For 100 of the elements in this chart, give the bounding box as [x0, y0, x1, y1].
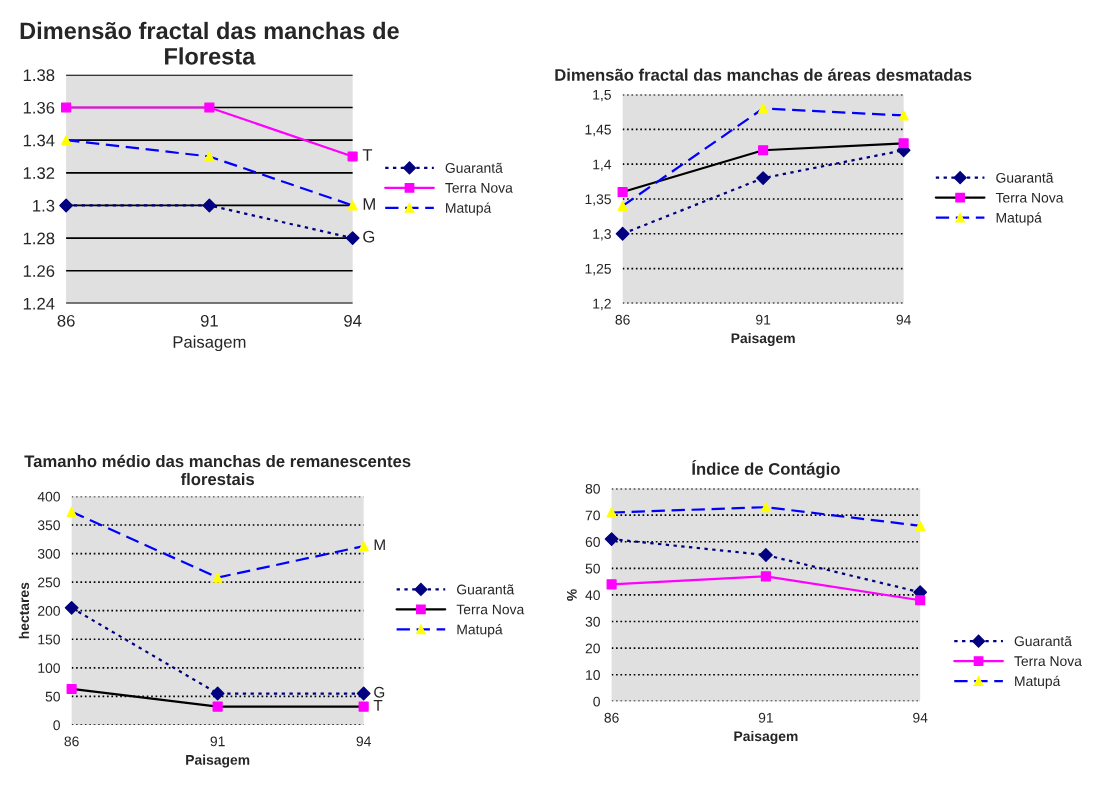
y-tick-label: 20 — [585, 643, 600, 654]
annotation: G — [363, 230, 375, 243]
y-tick-label: 40 — [585, 590, 600, 601]
point — [66, 506, 77, 517]
point — [356, 686, 371, 701]
legend-label: Guarantã — [445, 162, 503, 173]
y-tick-label: 70 — [585, 510, 600, 521]
y-tick-label: 0 — [53, 720, 60, 731]
point — [210, 686, 225, 701]
legend-label: Guarantã — [457, 584, 515, 595]
point — [606, 579, 617, 590]
y-tick-label: 250 — [38, 577, 60, 588]
point — [64, 600, 79, 615]
y-axis-title: % — [566, 589, 577, 601]
point — [758, 103, 769, 114]
annotation: G — [374, 686, 385, 698]
chart-title: Dimensão fractal das manchas de áreas desmatadas — [555, 68, 972, 81]
y-tick-label: 1,35 — [585, 194, 611, 206]
x-tick-label: 94 — [913, 712, 928, 723]
y-tick-label: 1,4 — [593, 159, 612, 171]
point — [758, 145, 769, 156]
point — [756, 171, 771, 185]
point — [358, 541, 369, 552]
point — [898, 138, 909, 149]
y-tick-label: 10 — [586, 670, 600, 680]
y-tick-label: 1.36 — [23, 101, 55, 114]
y-tick-label: 100 — [38, 663, 60, 673]
point — [61, 102, 72, 113]
y-tick-label: 80 — [585, 483, 600, 494]
y-tick-label: 1.26 — [23, 265, 55, 277]
point — [61, 135, 72, 146]
point — [347, 200, 358, 211]
point — [758, 548, 773, 562]
point — [59, 198, 74, 213]
legend-label: Terra Nova — [456, 604, 525, 615]
x-tick-label: 94 — [356, 736, 371, 747]
y-tick-label: 1,45 — [585, 124, 611, 137]
y-tick-label: 1,2 — [593, 298, 611, 311]
legend-label: Guarantã — [1014, 636, 1072, 647]
y-tick-label: 30 — [585, 616, 600, 627]
y-tick-label: 1.38 — [23, 69, 55, 82]
point — [617, 200, 628, 212]
x-tick-label: 86 — [64, 736, 79, 747]
x-tick-label: 91 — [200, 314, 218, 327]
x-tick-label: 91 — [758, 712, 773, 723]
y-tick-label: 350 — [37, 520, 60, 531]
y-tick-label: 300 — [37, 548, 60, 559]
legend-label: Guarantã — [996, 172, 1054, 183]
point — [760, 502, 771, 513]
x-tick-label: 91 — [210, 736, 225, 747]
annotation: M — [363, 198, 375, 210]
legend-label: Terra Nova — [1014, 656, 1082, 667]
chart-title: Índice de Contágio — [692, 459, 840, 479]
legend-label: Terra Nova — [995, 192, 1064, 203]
point — [66, 683, 77, 695]
legend-label: Matupá — [446, 202, 492, 216]
y-tick-label: 0 — [593, 696, 600, 707]
y-tick-label: 50 — [45, 691, 60, 702]
point — [212, 572, 223, 583]
legend-label: Matupá — [457, 624, 503, 638]
chart-title: Dimensão fractal das manchas de Floresta — [20, 21, 399, 65]
y-tick-label: 200 — [38, 606, 60, 616]
y-tick-label: 400 — [37, 491, 60, 502]
x-axis-title: Paisagem — [734, 730, 798, 744]
legend-label: Terra Nova — [445, 183, 513, 193]
point — [915, 520, 926, 531]
point — [615, 226, 630, 241]
point — [898, 110, 909, 121]
x-axis-title: Paisagem — [173, 335, 246, 352]
point — [204, 102, 215, 113]
point — [604, 532, 619, 546]
legend-label: Matupá — [996, 212, 1042, 226]
y-tick-label: 1.24 — [23, 297, 55, 310]
y-tick-label: 1,5 — [593, 90, 611, 102]
y-axis-title: hectares — [18, 582, 30, 639]
point — [345, 231, 360, 245]
point — [202, 198, 217, 213]
x-tick-label: 91 — [756, 314, 771, 325]
y-tick-label: 1,3 — [593, 229, 611, 241]
x-tick-label: 86 — [615, 314, 630, 325]
annotation: T — [373, 700, 383, 711]
y-tick-label: 1.34 — [23, 134, 55, 147]
chart-title: Tamanho médio das manchas de remanescentes florestais — [24, 454, 411, 486]
y-tick-label: 150 — [38, 634, 60, 645]
x-tick-label: 86 — [604, 712, 619, 723]
annotation: T — [362, 149, 373, 161]
point — [606, 507, 617, 518]
y-tick-label: 1,25 — [585, 263, 611, 276]
x-axis-title: Paisagem — [731, 332, 795, 346]
x-tick-label: 94 — [344, 314, 362, 327]
y-tick-label: 60 — [585, 537, 600, 547]
point — [204, 151, 215, 162]
point — [617, 186, 628, 198]
y-tick-label: 1.3 — [33, 199, 55, 212]
point — [212, 701, 223, 712]
annotation: M — [374, 539, 385, 551]
y-tick-label: 50 — [585, 563, 600, 574]
legend-label: Matupá — [1015, 675, 1061, 689]
x-axis-title: Paisagem — [186, 754, 250, 768]
point — [915, 595, 926, 606]
